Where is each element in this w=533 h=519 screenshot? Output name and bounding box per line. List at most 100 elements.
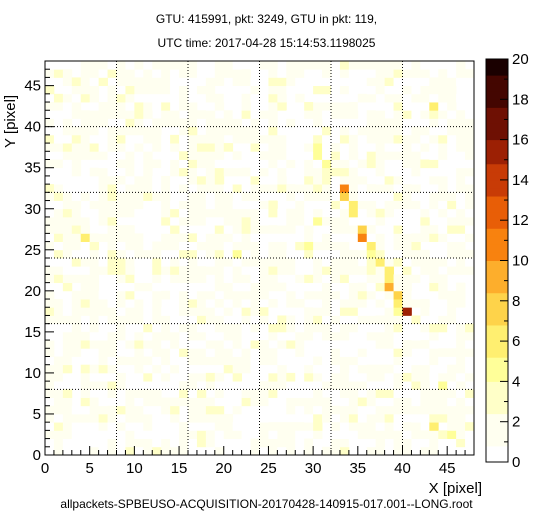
heatmap-cell — [465, 422, 475, 431]
heatmap-cell — [366, 151, 377, 160]
heatmap-cell — [125, 389, 135, 398]
heatmap-cell — [53, 225, 64, 234]
heatmap-cell — [188, 381, 198, 390]
heatmap-cell — [45, 225, 55, 234]
heatmap-cell — [241, 381, 251, 390]
heatmap-cell — [277, 233, 287, 242]
heatmap-cell — [465, 356, 475, 366]
heatmap-cell — [214, 438, 225, 448]
heatmap-cell — [107, 381, 117, 390]
heatmap-cell — [188, 307, 198, 316]
heatmap-cell — [196, 372, 207, 382]
heatmap-cell — [384, 118, 394, 128]
heatmap-cell — [152, 69, 162, 78]
heatmap-cell — [348, 299, 359, 308]
heatmap-cell — [71, 143, 82, 152]
heatmap-cell — [241, 175, 251, 185]
heatmap-cell — [188, 331, 198, 341]
heatmap-cell — [393, 126, 403, 136]
heatmap-cell — [53, 192, 64, 201]
color-bar-segment — [486, 204, 508, 213]
heatmap-cell — [62, 356, 73, 366]
heatmap-cell — [214, 340, 225, 349]
heatmap-cell — [214, 69, 225, 78]
heatmap-cell — [313, 184, 323, 193]
heatmap-cell — [375, 299, 386, 308]
heatmap-cell — [170, 110, 180, 119]
heatmap-cell — [205, 159, 216, 169]
heatmap-cell — [71, 266, 82, 275]
heatmap-cell — [107, 143, 117, 152]
heatmap-cell — [53, 143, 64, 152]
heatmap-cell — [268, 389, 278, 398]
heatmap-cell — [179, 290, 189, 300]
heatmap-cell — [268, 159, 278, 169]
heatmap-cell — [268, 184, 278, 193]
color-bar-segment — [486, 260, 508, 270]
heatmap-cell — [143, 118, 153, 128]
heatmap-cell — [465, 331, 475, 341]
heatmap-cell — [170, 348, 180, 357]
heatmap-cell — [188, 348, 198, 357]
heatmap-cell — [259, 446, 269, 456]
heatmap-cell — [259, 102, 269, 111]
heatmap-cell — [277, 258, 287, 267]
heatmap-cell — [402, 110, 412, 119]
heatmap-cell — [152, 258, 162, 267]
heatmap-cell — [357, 290, 368, 300]
heatmap-cell — [348, 397, 359, 407]
heatmap-cell — [438, 381, 448, 390]
heatmap-cell — [393, 282, 403, 292]
heatmap-cell — [393, 307, 403, 316]
heatmap-cell — [295, 282, 305, 292]
heatmap-cell — [402, 266, 412, 275]
heatmap-cell — [179, 167, 189, 177]
heatmap-cell — [241, 134, 251, 144]
heatmap-cell — [188, 241, 198, 251]
heatmap-cell — [134, 323, 144, 333]
heatmap-cell — [322, 233, 332, 242]
heatmap-cell — [348, 77, 359, 87]
heatmap-cell — [313, 175, 323, 185]
heatmap-cell — [170, 307, 180, 316]
heatmap-cell — [322, 405, 332, 415]
heatmap-cell — [143, 405, 153, 415]
heatmap-cell — [205, 151, 216, 160]
heatmap-cell — [465, 430, 475, 439]
heatmap-cell — [456, 216, 466, 226]
heatmap-cell — [89, 422, 100, 431]
heatmap-cell — [259, 266, 269, 275]
heatmap-cell — [152, 175, 162, 185]
heatmap-cell — [179, 299, 189, 308]
heatmap-cell — [295, 69, 305, 78]
heatmap-cell — [125, 323, 135, 333]
heatmap-cell — [241, 216, 251, 226]
heatmap-cell — [223, 126, 234, 136]
heatmap-cell — [143, 307, 153, 316]
heatmap-cell — [366, 167, 377, 177]
heatmap-cell — [143, 422, 153, 431]
heatmap-cell — [232, 438, 243, 448]
heatmap-cell — [366, 159, 377, 169]
pmt-grid-lines — [45, 61, 474, 455]
heatmap-cell — [53, 397, 64, 407]
heatmap-cell — [384, 93, 394, 103]
heatmap-cell — [170, 225, 180, 234]
heatmap-cell — [366, 266, 377, 275]
heatmap-cell — [357, 118, 368, 128]
heatmap-cell — [250, 364, 260, 374]
heatmap-cell — [89, 274, 100, 284]
heatmap-cell — [53, 282, 64, 292]
heatmap-cell — [259, 184, 269, 193]
heatmap-cell — [322, 77, 332, 87]
heatmap-cell — [125, 282, 135, 292]
heatmap-cell — [322, 290, 332, 300]
heatmap-cell — [214, 208, 225, 218]
heatmap-cell — [304, 192, 314, 201]
heatmap-cell — [152, 282, 162, 292]
heatmap-cell — [429, 159, 439, 169]
heatmap-cell — [98, 126, 108, 136]
heatmap-cell — [214, 225, 225, 234]
heatmap-cell — [429, 372, 439, 382]
heatmap-cell — [241, 389, 251, 398]
